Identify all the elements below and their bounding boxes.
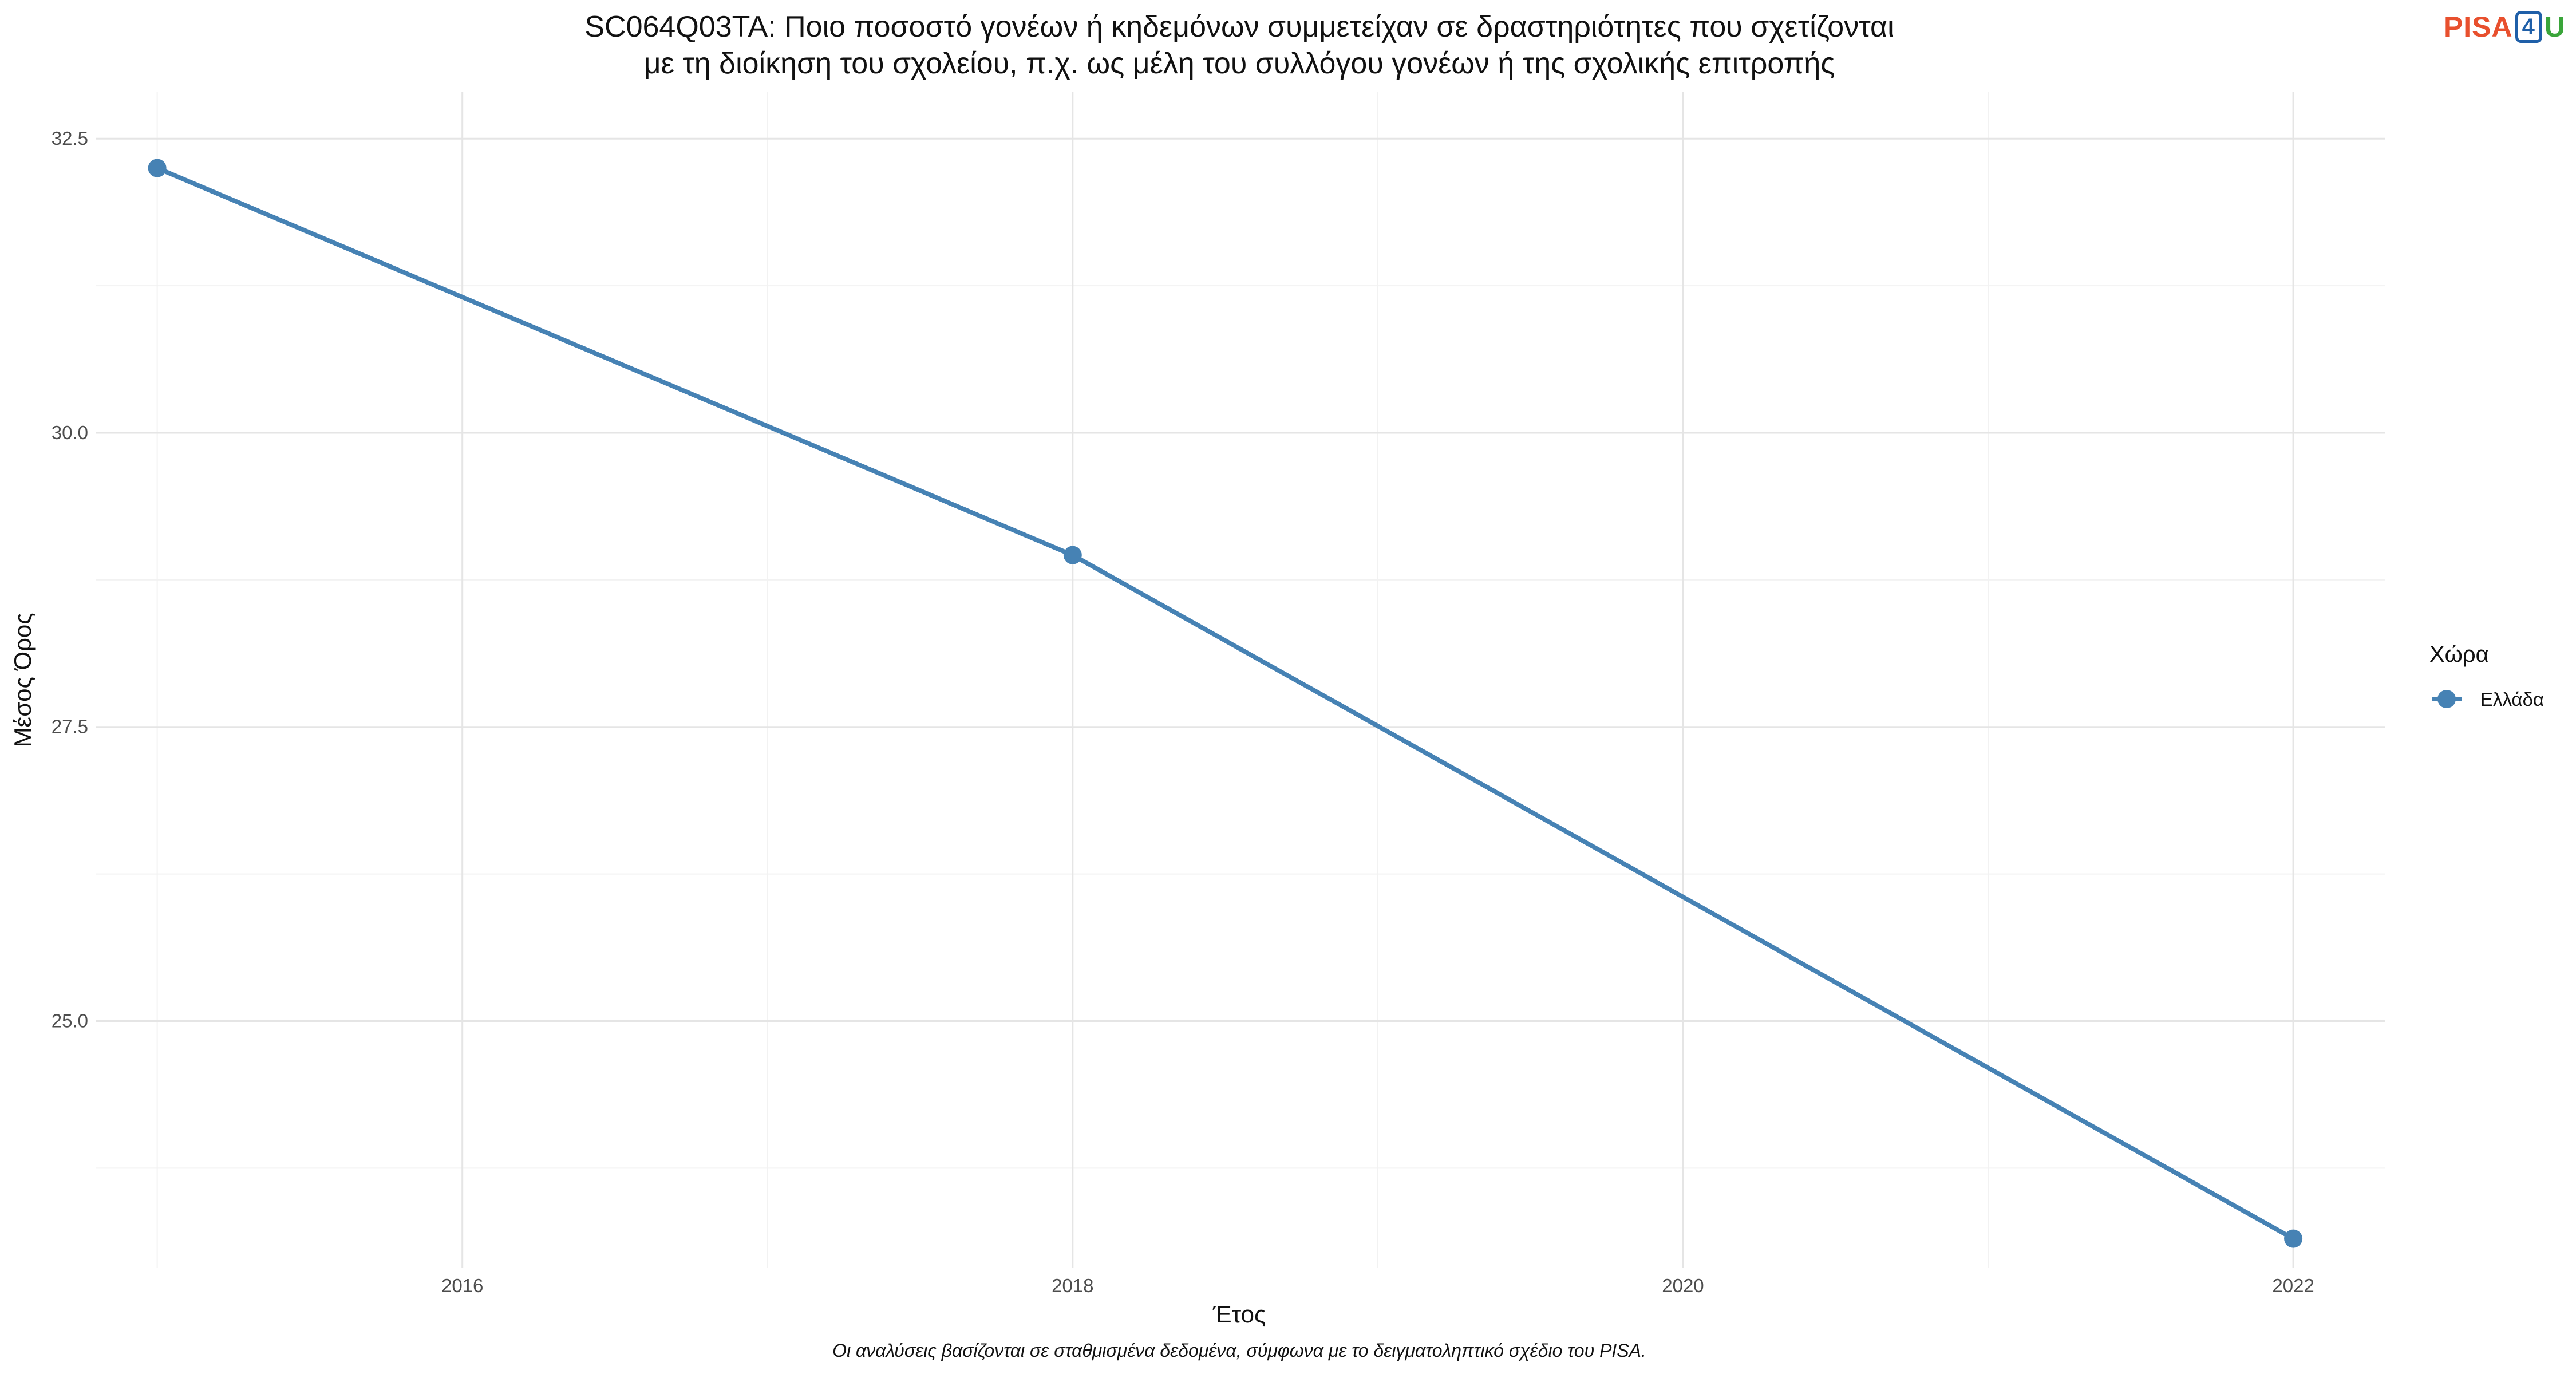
x-tick-label: 2022 (2272, 1275, 2314, 1296)
y-tick-label: 27.5 (52, 716, 88, 737)
grid (96, 92, 2385, 1268)
logo-text-u: U (2544, 11, 2566, 43)
x-axis-ticks: 2016 2018 2020 2022 (441, 1275, 2314, 1296)
series-layer (148, 159, 2303, 1248)
data-point (2284, 1229, 2303, 1248)
y-tick-label: 32.5 (52, 128, 88, 149)
x-axis-title: Έτος (1212, 1301, 1266, 1328)
y-axis-title: Μέσος Όρος (9, 613, 36, 748)
y-axis-ticks: 25.0 27.5 30.0 32.5 (52, 128, 88, 1031)
legend-title: Χώρα (2429, 642, 2489, 667)
chart-title-line1: SC064Q03TA: Ποιο ποσοστό γονέων ή κηδεμό… (584, 10, 1894, 44)
chart-title-line2: με τη διοίκηση του σχολείου, π.χ. ως μέλ… (644, 47, 1835, 80)
x-tick-label: 2020 (1662, 1275, 1704, 1296)
x-tick-label: 2016 (441, 1275, 483, 1296)
series-line (156, 165, 2295, 1241)
caption: Οι αναλύσεις βασίζονται σε σταθμισμένα δ… (832, 1340, 1646, 1361)
legend-label-greece: Ελλάδα (2480, 689, 2544, 710)
data-point (1063, 546, 1082, 564)
legend-key-marker (2437, 690, 2456, 708)
y-tick-label: 25.0 (52, 1010, 88, 1031)
x-tick-label: 2018 (1052, 1275, 1093, 1296)
logo-text-four: 4 (2515, 11, 2542, 43)
logo-text-pisa: PISA (2443, 11, 2513, 43)
pisa4u-logo: PISA 4 U (2444, 10, 2566, 44)
y-tick-label: 30.0 (52, 422, 88, 443)
legend: Χώρα Ελλάδα (2429, 642, 2544, 710)
data-point (148, 159, 167, 177)
